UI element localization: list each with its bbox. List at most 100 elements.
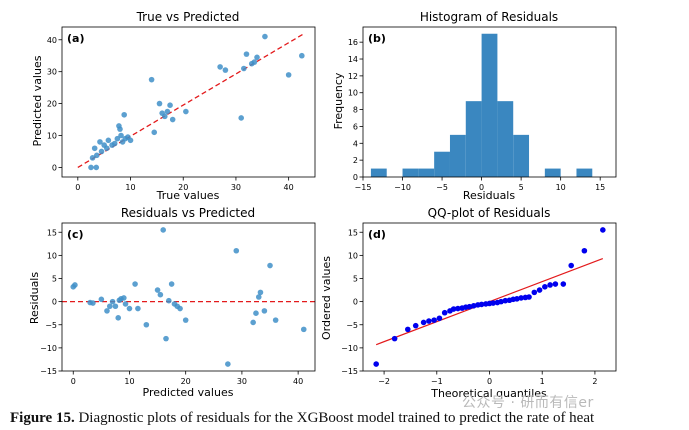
- panel-c-point: [98, 296, 105, 303]
- panel-b-bar: [465, 101, 482, 177]
- panel-a-point: [251, 59, 258, 65]
- panel-d-point: [455, 305, 461, 312]
- panel-b-xtick-label: −10: [394, 183, 411, 192]
- watermark: 公众号 · 研而有信er: [462, 395, 594, 411]
- panel-a-point: [127, 137, 134, 144]
- panel-d-xlabel: Theoretical quantiles: [430, 387, 547, 400]
- panel-c-xtick-label: 0: [71, 377, 76, 386]
- panel-c-point: [163, 335, 169, 342]
- panel-b-frame: [362, 26, 617, 178]
- panel-b-ytick-label: 16: [348, 38, 358, 47]
- panel-d-ytick-label: −5: [346, 321, 358, 330]
- panel-a-ytick-label: 30: [47, 68, 57, 77]
- panel-d-point: [373, 361, 379, 367]
- panel-d-point: [526, 294, 532, 300]
- panel-a-point: [111, 140, 118, 147]
- panel-b-ytick-label: 14: [348, 55, 358, 64]
- panel-c-point: [225, 361, 231, 367]
- panel-a-point: [104, 145, 110, 152]
- panel-d-point: [436, 315, 443, 322]
- panel-d-point: [581, 247, 588, 254]
- panel-a-point: [98, 148, 105, 155]
- panel-c-point: [143, 321, 150, 328]
- panel-c-point: [109, 298, 116, 305]
- panel-a-point: [148, 76, 155, 83]
- panel-c-point: [182, 317, 189, 323]
- panel-d-frame: [362, 222, 617, 372]
- panel-a-xtick-label: 40: [284, 183, 294, 192]
- panel-a-point: [156, 100, 163, 107]
- panel-c-point: [272, 317, 279, 323]
- panel-c-point: [106, 303, 113, 310]
- panel-c-point: [233, 247, 240, 254]
- panel-a-frame: [61, 26, 316, 178]
- panel-b-ytick-label: 4: [353, 139, 358, 148]
- panel-a-point: [151, 129, 158, 136]
- panel-c-residuals-vs-predicted: Residuals vs Predicted Predicted values …: [28, 206, 316, 399]
- panel-b-bar: [402, 168, 419, 177]
- panel-c-xlabel: Predicted values: [143, 386, 234, 399]
- panel-c-point: [132, 281, 138, 287]
- panel-d-title: QQ-plot of Residuals: [428, 206, 551, 220]
- figure-caption: Figure 15. Diagnostic plots of residuals…: [10, 410, 685, 427]
- panel-b-ylabel: Frequency: [332, 72, 345, 129]
- panel-b-bar: [481, 33, 498, 177]
- panel-c-point: [126, 305, 133, 312]
- panel-a-point: [91, 145, 98, 152]
- panel-a-point: [97, 139, 103, 145]
- panel-d-point: [426, 318, 432, 324]
- panel-d-xtick-label: 2: [592, 377, 597, 386]
- panel-c-point: [122, 301, 129, 307]
- panel-c-title: Residuals vs Predicted: [121, 206, 255, 220]
- panel-c-point: [300, 326, 307, 333]
- panel-d-ytick-label: −10: [341, 344, 358, 353]
- panel-c-point: [157, 291, 164, 298]
- panel-b-bar: [449, 134, 466, 177]
- panel-c-point: [253, 310, 259, 316]
- panel-a-point: [167, 102, 173, 108]
- panel-d-point: [441, 309, 448, 316]
- panel-a-ytick-label: 10: [47, 132, 57, 141]
- panel-b-ytick-label: 6: [353, 122, 358, 131]
- panel-d-point: [405, 326, 411, 333]
- panel-a-title: True vs Predicted: [136, 10, 240, 24]
- panel-a-point: [217, 64, 223, 70]
- panel-a-point: [299, 52, 305, 59]
- panel-c-ytick-label: 5: [52, 275, 57, 284]
- panel-b-bar: [497, 101, 514, 177]
- panel-b-bar: [544, 168, 561, 177]
- panel-a-point: [121, 111, 127, 118]
- panel-a-point: [117, 126, 123, 132]
- panel-d-point: [547, 282, 553, 288]
- caption-label: Figure 15.: [10, 410, 75, 426]
- panel-d-point: [568, 262, 574, 269]
- panel-a-point: [254, 54, 260, 61]
- panel-b-xtick-label: 10: [556, 183, 566, 192]
- panel-b-ytick-label: 0: [353, 173, 358, 182]
- panel-b-xtick-label: 5: [519, 183, 524, 192]
- panel-a-point: [88, 164, 94, 171]
- panel-d-point: [498, 298, 504, 305]
- panel-a-point: [93, 164, 100, 171]
- panel-c-point: [177, 305, 183, 312]
- panel-a-point: [114, 135, 121, 142]
- panel-b-bar: [370, 168, 387, 177]
- panel-a-ytick-label: 0: [52, 163, 57, 172]
- panel-b-ytick-label: 2: [353, 156, 358, 165]
- panel-d-xtick-label: −2: [378, 377, 390, 386]
- panel-b-bar: [513, 134, 530, 177]
- panel-c-xtick-label: 10: [124, 377, 134, 386]
- panel-c-point: [115, 315, 122, 321]
- panel-d-xtick-label: 1: [540, 377, 545, 386]
- panel-d-ylabel: Ordered values: [320, 256, 333, 340]
- panel-c-point: [135, 305, 141, 312]
- panel-c-point: [168, 281, 175, 287]
- panel-a-ytick-label: 40: [47, 36, 57, 45]
- panel-c-xtick-label: 40: [293, 377, 303, 386]
- caption-text: Diagnostic plots of residuals for the XG…: [78, 410, 595, 426]
- panel-c-point: [166, 297, 172, 304]
- panel-c-frame: [61, 222, 316, 372]
- panel-d-point: [560, 281, 567, 287]
- panel-c-xtick-label: 20: [181, 377, 191, 386]
- panel-a-true-vs-predicted: True vs Predicted True values Predicted …: [31, 10, 316, 202]
